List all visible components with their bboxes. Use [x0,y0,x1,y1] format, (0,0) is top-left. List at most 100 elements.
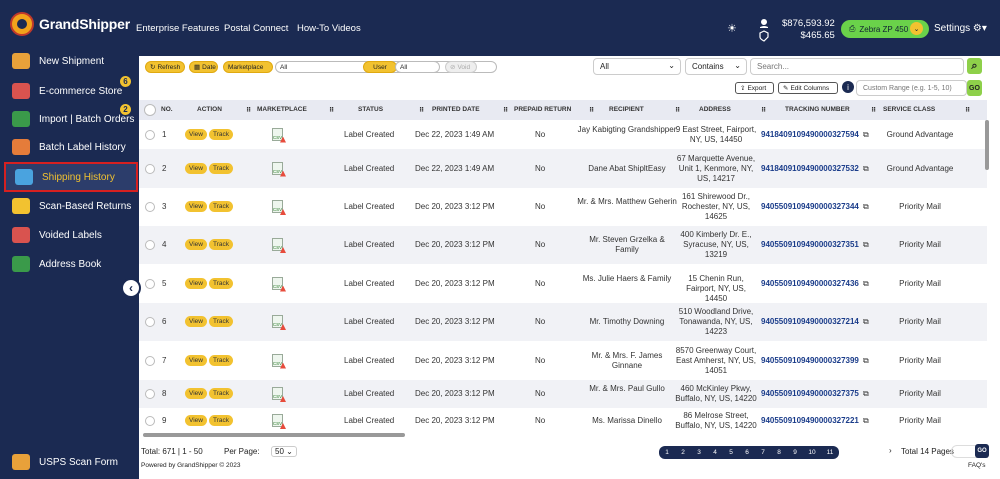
copy-icon[interactable]: ⧉ [863,355,869,365]
col-handle[interactable]: ⠿ [419,107,425,114]
col-marketplace[interactable]: MARKETPLACE [257,106,307,113]
date-button[interactable]: ▦ Date [189,61,218,73]
tracking-number[interactable]: 9405509109490000327399 [761,355,859,365]
tracking-number[interactable]: 9405509109490000327436 [761,278,859,288]
page-button[interactable]: 11 [821,446,839,459]
marketplace-button[interactable]: Marketplace [223,61,273,73]
table-row[interactable]: 3 View Track CSV Label Created Dec 20, 2023 3… [139,188,987,226]
user-button[interactable]: User [363,61,397,73]
copy-icon[interactable]: ⧉ [863,389,869,398]
search-button[interactable]: ⌕ [967,58,982,74]
void-button[interactable]: ⊘ Void [445,61,477,73]
per-page-select[interactable]: 50 ⌄ [271,446,297,457]
view-button[interactable]: View [185,277,207,289]
sidebar-item-import-batch-orders[interactable]: Import | Batch Orders 2 [0,104,139,132]
csv-file-icon[interactable]: CSV [272,127,283,141]
track-button[interactable]: Track [209,128,233,140]
page-button[interactable]: 6 [739,446,755,459]
nav-enterprise-features[interactable]: Enterprise Features [136,23,220,34]
page-button[interactable]: 2 [675,446,691,459]
track-button[interactable]: Track [209,388,233,399]
sidebar-collapse-button[interactable]: ‹ [121,278,141,298]
table-row[interactable]: 2 View Track CSV Label Created Dec 22, 2023 1… [139,149,987,188]
copy-icon[interactable]: ⧉ [863,278,869,288]
page-button[interactable]: 7 [755,446,771,459]
edit-columns-button[interactable]: ✎ Edit Columns [778,82,838,94]
page-button[interactable]: 4 [707,446,723,459]
row-select-radio[interactable] [145,389,155,399]
row-select-radio[interactable] [145,355,155,366]
col-address[interactable]: ADDRESS [699,106,731,113]
page-button[interactable]: 5 [723,446,739,459]
sidebar-item-usps-scan-form[interactable]: USPS Scan Form [0,449,139,475]
table-row[interactable]: 4 View Track CSV Label Created Dec 20, 2023 3… [139,226,987,264]
csv-file-icon[interactable]: CSV [272,414,283,427]
sidebar-item-e-commerce-store[interactable]: E-commerce Store 6 [0,76,139,104]
copy-icon[interactable]: ⧉ [863,163,869,173]
col-status[interactable]: STATUS [358,106,384,113]
col-handle[interactable]: ⠿ [871,107,877,114]
table-row[interactable]: 7 View Track CSV Label Created Dec 20, 2023 3… [139,341,987,380]
page-button[interactable]: 10 [803,446,821,459]
col-handle[interactable]: ⠿ [675,107,681,114]
csv-file-icon[interactable]: CSV [272,315,283,328]
match-type-select[interactable]: Contains ⌄ [685,58,747,75]
view-button[interactable]: View [185,354,207,366]
export-button[interactable]: ⇪ Export [735,82,774,94]
sidebar-item-voided-labels[interactable]: Voided Labels [0,222,139,248]
filter-select[interactable]: All ⌄ [593,58,681,75]
csv-file-icon[interactable]: CSV [272,238,283,251]
sidebar-item-batch-label-history[interactable]: Batch Label History [0,134,139,160]
table-row[interactable]: 6 View Track CSV Label Created Dec 20, 2023 3… [139,303,987,341]
table-row[interactable]: 1 View Track CSV Label Created Dec 22, 2023 1… [139,120,987,149]
sidebar-item-address-book[interactable]: Address Book [0,251,139,277]
logo[interactable]: GrandShipper [0,0,139,48]
row-select-radio[interactable] [145,240,155,250]
csv-file-icon[interactable]: CSV [272,276,283,290]
search-input[interactable] [750,58,964,75]
page-button[interactable]: 8 [771,446,787,459]
vertical-scrollbar[interactable] [985,120,989,170]
row-select-radio[interactable] [145,202,155,212]
tracking-number[interactable]: 9405509109490000327351 [761,240,859,249]
track-button[interactable]: Track [209,316,233,327]
track-button[interactable]: Track [209,415,233,426]
tracking-number[interactable]: 9405509109490000327214 [761,317,859,326]
col-tracking-number[interactable]: TRACKING NUMBER [785,106,850,113]
track-button[interactable]: Track [209,201,233,212]
csv-file-icon[interactable]: CSV [272,387,283,400]
tracking-number[interactable]: 9405509109490000327221 [761,416,859,425]
row-select-radio[interactable] [145,129,155,140]
col-action[interactable]: ACTION [197,106,222,113]
select-all-radio[interactable] [144,104,156,116]
range-go-button[interactable]: GO [967,80,982,96]
view-button[interactable]: View [185,128,207,140]
settings-menu[interactable]: Settings ⚙▾ [934,23,987,34]
track-button[interactable]: Track [209,277,233,289]
tracking-number[interactable]: 9405509109490000327344 [761,202,859,211]
copy-icon[interactable]: ⧉ [863,202,869,211]
theme-toggle-icon[interactable]: ☀ [727,23,737,35]
view-button[interactable]: View [185,239,207,250]
col-no[interactable]: NO. [161,106,173,113]
view-button[interactable]: View [185,415,207,426]
printer-select[interactable]: ⎙ Zebra ZP 450 ... ⌄ [841,20,929,38]
csv-file-icon[interactable]: CSV [272,353,283,367]
tracking-number[interactable]: 9418409109490000327594 [761,129,859,139]
copy-icon[interactable]: ⧉ [863,129,869,139]
tracking-number[interactable]: 9405509109490000327375 [761,389,859,398]
refresh-button[interactable]: ↻ Refresh [145,61,185,73]
csv-file-icon[interactable]: CSV [272,161,283,175]
copy-icon[interactable]: ⧉ [863,416,869,425]
tracking-number[interactable]: 9418409109490000327532 [761,163,859,173]
col-prepaid-return[interactable]: PREPAID RETURN [514,106,572,113]
col-handle[interactable]: ⠿ [589,107,595,114]
col-handle[interactable]: ⠿ [965,107,971,114]
horizontal-scrollbar[interactable] [143,433,405,437]
page-button-active[interactable]: 1 [659,446,675,459]
col-service-class[interactable]: SERVICE CLASS [883,106,936,113]
track-button[interactable]: Track [209,162,233,174]
next-page-icon[interactable]: › [889,446,892,455]
faq-link[interactable]: FAQ's [968,462,986,469]
sidebar-item-shipping-history[interactable]: Shipping History [4,162,138,192]
